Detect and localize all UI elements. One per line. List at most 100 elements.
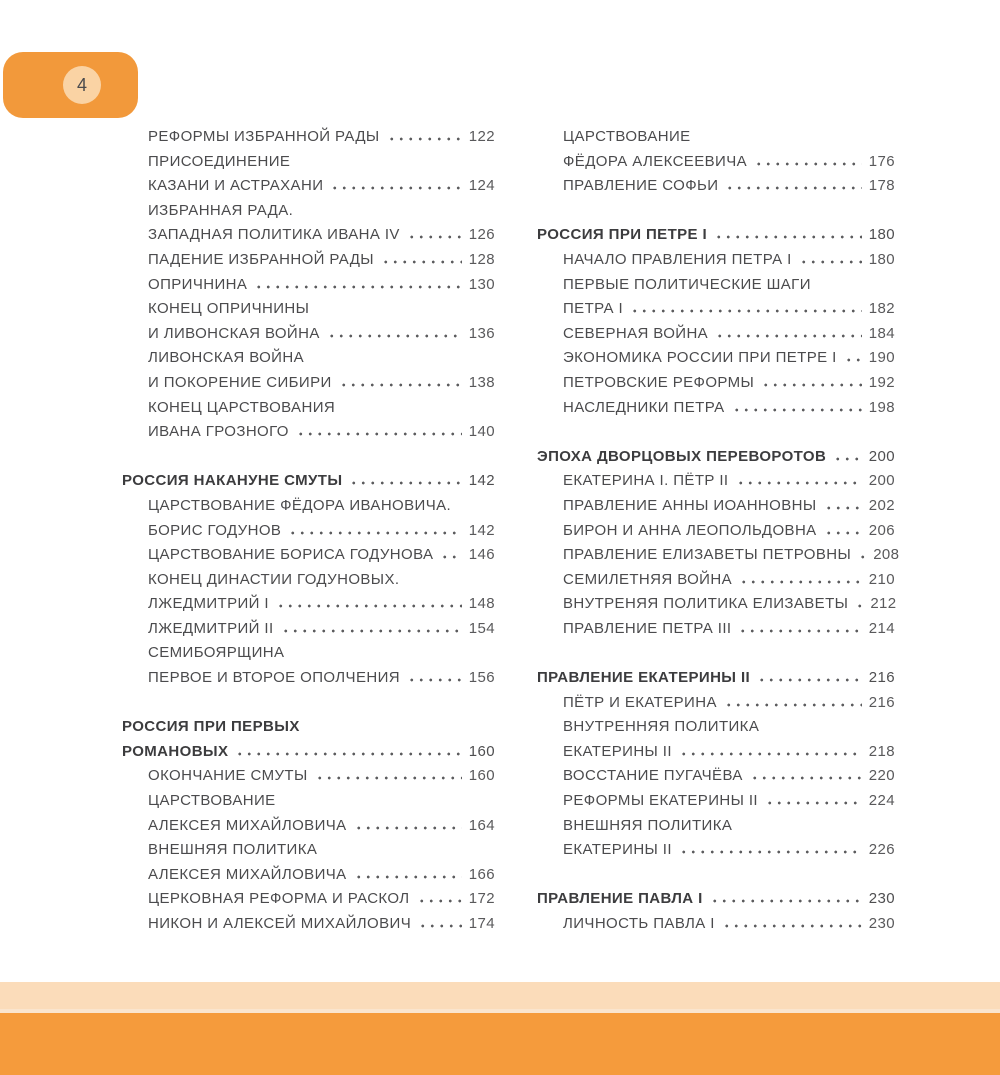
toc-page-number: 130 [468,275,495,293]
toc-page-number: 142 [468,521,495,539]
toc-entry-title: ЕКАТЕРИНА I. ПЁТР II [563,472,729,490]
dot-leader [714,235,862,240]
toc-entry-title: БОРИС ГОДУНОВ [148,521,282,539]
toc-page-number: 146 [468,546,495,564]
toc-entry: КОНЕЦ ДИНАСТИИ ГОДУНОВЫХ. [122,571,495,596]
toc-chapter-entry: РОССИЯ ПРИ ПЕТРЕ I 180 [537,226,895,251]
toc-entry: ПЕТРОВСКИЕ РЕФОРМЫ 192 [537,374,895,399]
toc-entry: НАСЛЕДНИКИ ПЕТРА 198 [537,399,895,424]
toc-entry: ЦАРСТВОВАНИЕ [537,128,895,153]
dot-leader [731,407,862,412]
dot-leader [353,874,462,879]
dot-leader [723,702,862,707]
toc-entry-title: ЛИВОНСКАЯ ВОЙНА [148,349,304,367]
dot-leader [386,137,462,141]
dot-leader [715,333,862,338]
toc-entry-title: ЗАПАДНАЯ ПОЛИТИКА ИВАНА IV [148,226,400,244]
toc-entry: ПЕТРА I 182 [537,300,895,325]
toc-entry-title: ИЗБРАННАЯ РАДА. [148,201,294,219]
toc-entry-title: ЕКАТЕРИНЫ II [563,742,672,760]
dot-leader [630,309,862,314]
toc-entry: БОРИС ГОДУНОВ 142 [122,522,495,547]
toc-entry-title: ИВАНА ГРОЗНОГО [148,423,289,441]
toc-entry-title: ЦАРСТВОВАНИЕ ФЁДОРА ИВАНОВИЧА. [148,496,452,514]
toc-entry-title: ЭПОХА ДВОРЦОВЫХ ПЕРЕВОРОТОВ [537,447,827,465]
toc-page-number: 172 [468,890,495,908]
toc-entry: ВНУТРЕННЯЯ ПОЛИТИКА [537,718,895,743]
toc-entry: ЕКАТЕРИНЫ II 226 [537,841,895,866]
toc-page-number: 230 [868,915,895,932]
toc-entry-title: ПРАВЛЕНИЕ ЕЛИЗАВЕТЫ ПЕТРОВНЫ [563,546,852,564]
toc-page-number: 214 [868,619,895,637]
toc-entry: ВОССТАНИЕ ПУГАЧЁВА 220 [537,767,895,792]
toc-entry-title: СЕВЕРНАЯ ВОЙНА [563,324,709,342]
toc-column: ЦАРСТВОВАНИЕ ФЁДОРА АЛЕКСЕЕВИЧА 176 ПРАВЛЕН… [537,128,899,940]
dot-leader [738,579,862,584]
toc-page-number: 218 [868,742,895,760]
toc-entry-title: ПЕТРА I [563,300,624,318]
toc-entry-title: РОССИЯ ПРИ ПЕТРЕ I [537,226,708,244]
dot-leader [721,924,862,928]
toc-entry-title: КОНЕЦ ЦАРСТВОВАНИЯ [148,398,336,416]
dot-leader [338,382,462,387]
toc-entry: ЛЖЕДМИТРИЙ II 154 [122,620,495,645]
toc-entry: ЦЕРКОВНАЯ РЕФОРМА И РАСКОЛ 172 [122,890,495,915]
toc-section: РОССИЯ НАКАНУНЕ СМУТЫ 142 ЦАРСТВОВАНИЕ ФЁД… [122,472,495,693]
toc-entry-title: ПЕРВОЕ И ВТОРОЕ ОПОЛЧЕНИЯ [148,669,400,687]
toc-entry-title: НАСЛЕДНИКИ ПЕТРА [563,398,725,416]
toc-entry-title: И ЛИВОНСКАЯ ВОЙНА [148,324,320,342]
toc-page-number: 220 [868,767,895,785]
toc-chapter-entry: РОССИЯ НАКАНУНЕ СМУТЫ 142 [122,472,495,497]
toc-chapter-entry: ПРАВЛЕНИЕ ПАВЛА I 230 [537,890,895,915]
toc-entry: ПРАВЛЕНИЕ СОФЬИ 178 [537,177,895,202]
toc-page-number: 198 [868,398,895,416]
toc-section: РОССИЯ ПРИ ПЕРВЫХ РОМАНОВЫХ 160 ОКОНЧАНИЕ С… [122,718,495,939]
toc-entry: АЛЕКСЕЯ МИХАЙЛОВИЧА 164 [122,817,495,842]
toc-entry: НИКОН И АЛЕКСЕЙ МИХАЙЛОВИЧ 174 [122,915,495,940]
dot-leader [678,850,862,855]
toc-page-number: 148 [468,595,495,613]
toc-page-number: 154 [468,619,495,637]
toc-entry-title: ЦАРСТВОВАНИЕ [563,128,691,145]
toc-page-number: 166 [468,865,495,883]
toc-entry: ПРАВЛЕНИЕ ЕЛИЗАВЕТЫ ПЕТРОВНЫ 208 [537,546,899,571]
toc-entry: РЕФОРМЫ ИЗБРАННОЙ РАДЫ 122 [122,128,495,153]
dot-leader [440,555,462,560]
toc-entry: ЦАРСТВОВАНИЕ ФЁДОРА ИВАНОВИЧА. [122,497,495,522]
toc-page-number: 212 [870,595,897,613]
page-number-circle: 4 [63,66,101,104]
toc-page-number: 156 [468,669,495,687]
toc-entry: КОНЕЦ ЦАРСТВОВАНИЯ [122,399,495,424]
toc-entry: ПРАВЛЕНИЕ АННЫ ИОАННОВНЫ 202 [537,497,895,522]
toc-section: ЦАРСТВОВАНИЕ ФЁДОРА АЛЕКСЕЕВИЧА 176 ПРАВЛЕН… [537,128,895,202]
toc-section: ЭПОХА ДВОРЦОВЫХ ПЕРЕВОРОТОВ 200 ЕКАТЕРИНА … [537,447,899,645]
dot-leader [314,776,462,781]
toc-page-number: 192 [868,373,895,391]
footer-band-light [0,982,1000,1009]
toc-page-number: 140 [468,423,495,441]
dot-leader [295,432,462,437]
toc-entry-title: СЕМИБОЯРЩИНА [148,644,285,662]
toc-entry: ВНЕШНЯЯ ПОЛИТИКА [122,841,495,866]
toc-entry-title: И ПОКОРЕНИЕ СИБИРИ [148,373,332,391]
dot-leader [823,530,862,535]
toc-entry-title: ОПРИЧНИНА [148,275,248,293]
toc-page-number: 122 [468,128,495,145]
toc-page-number: 124 [468,177,495,195]
toc-entry: БИРОН И АННА ЛЕОПОЛЬДОВНА 206 [537,522,895,547]
toc-entry-title: ПРАВЛЕНИЕ СОФЬИ [563,177,719,195]
dot-leader [276,604,462,609]
toc-page-number: 226 [868,841,895,859]
toc-entry-title: АЛЕКСЕЯ МИХАЙЛОВИЧА [148,865,347,883]
toc-entry-title: ПРАВЛЕНИЕ ПАВЛА I [537,890,703,908]
toc-entry-title: ПАДЕНИЕ ИЗБРАННОЙ РАДЫ [148,250,374,268]
toc-entry: ПЕРВОЕ И ВТОРОЕ ОПОЛЧЕНИЯ 156 [122,669,495,694]
toc-page-number: 200 [868,447,895,465]
toc-chapter-entry: РОМАНОВЫХ 160 [122,743,495,768]
page-number: 4 [76,74,87,95]
dot-leader [757,678,862,683]
toc-entry-title: ВНУТРЕННЯЯ ПОЛИТИКА [563,718,760,736]
toc-page-number: 138 [468,373,495,391]
toc-entry: ИЗБРАННАЯ РАДА. [122,202,495,227]
dot-leader [765,801,862,806]
